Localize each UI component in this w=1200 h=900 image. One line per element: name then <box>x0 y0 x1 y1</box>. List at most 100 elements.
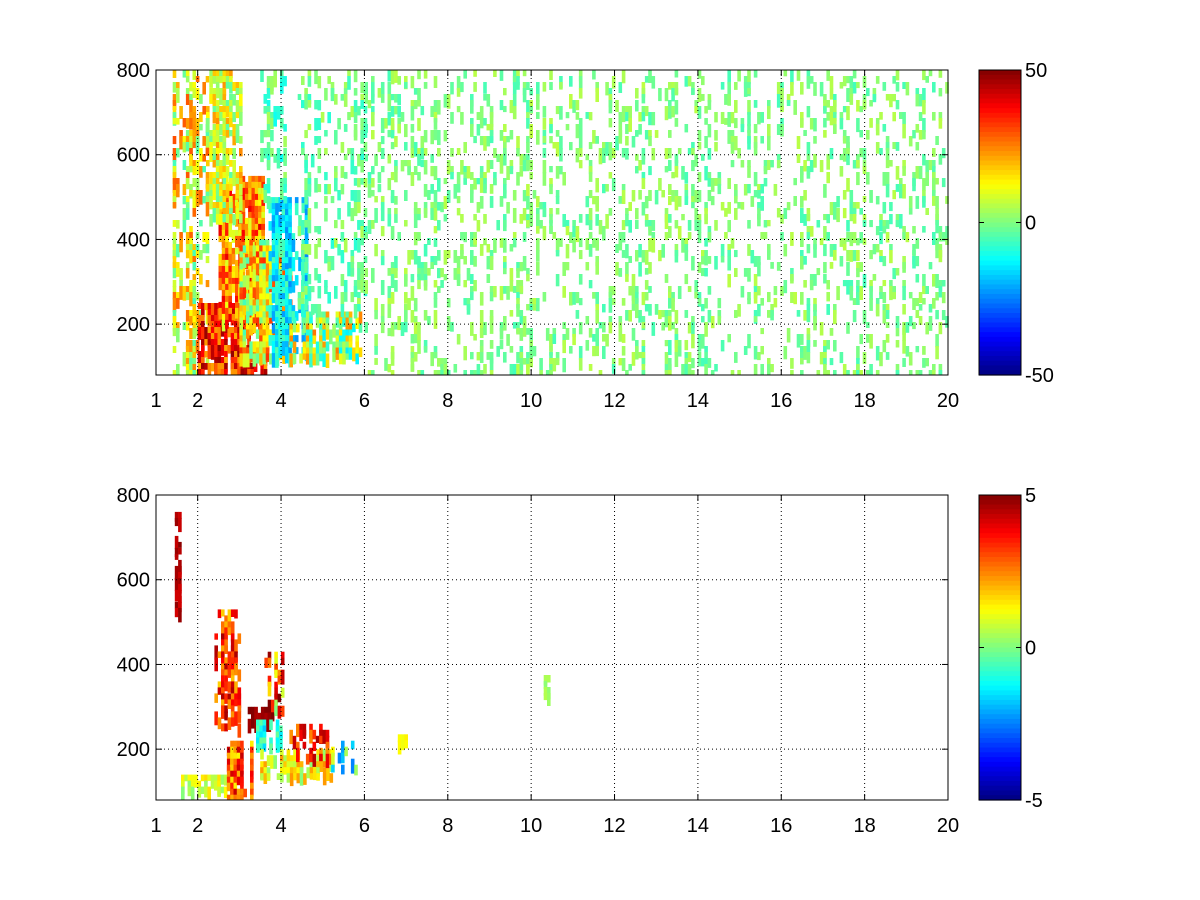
heatmap-cell <box>262 743 267 752</box>
heatmap-cell <box>317 274 322 283</box>
heatmap-cell <box>489 136 494 144</box>
heatmap-cell <box>826 154 830 161</box>
heatmap-cell <box>371 166 375 175</box>
heatmap-cell <box>473 280 477 292</box>
colorbar-swatch <box>979 270 1021 276</box>
heatmap-cell <box>621 358 626 371</box>
heatmap-cell <box>174 577 179 591</box>
heatmap-cell <box>239 196 243 203</box>
heatmap-cell <box>935 178 939 185</box>
heatmap-cell <box>446 370 451 378</box>
heatmap-cell <box>595 196 599 208</box>
heatmap-cell <box>569 142 573 151</box>
heatmap-cell <box>291 311 296 321</box>
heatmap-cell <box>826 340 830 350</box>
heatmap-cell <box>364 124 368 133</box>
heatmap-cell <box>178 595 182 608</box>
heatmap-cell <box>325 317 330 327</box>
heatmap-cell <box>350 106 355 118</box>
heatmap-cell <box>707 124 712 138</box>
heatmap-cell <box>317 76 322 89</box>
heatmap-cell <box>299 761 304 772</box>
heatmap-cell <box>313 767 317 781</box>
heatmap-cell <box>413 214 418 228</box>
heatmap-cell <box>235 235 239 248</box>
heatmap-cell <box>430 184 434 194</box>
heatmap-cell <box>255 257 260 265</box>
colorbar-swatch <box>979 70 1021 76</box>
heatmap-cell <box>885 172 890 186</box>
heatmap-cell <box>479 166 484 178</box>
heatmap-cell <box>273 106 277 115</box>
heatmap-cell <box>230 345 235 352</box>
heatmap-cell <box>674 118 679 127</box>
heatmap-cell <box>720 244 725 258</box>
heatmap-cell <box>618 112 623 125</box>
heatmap-cell <box>189 94 193 105</box>
heatmap-cell <box>417 268 421 278</box>
heatmap-cell <box>390 352 395 366</box>
heatmap-cell <box>430 208 434 220</box>
heatmap-cell <box>463 70 467 79</box>
heatmap-cell <box>763 220 768 228</box>
colorbar-swatch <box>979 308 1021 314</box>
heatmap-cell <box>932 190 936 199</box>
heatmap-cell <box>268 275 273 290</box>
heatmap-cell <box>710 178 715 192</box>
heatmap-cell <box>915 298 920 307</box>
heatmap-cell <box>224 615 228 624</box>
colorbar-swatch <box>979 604 1021 610</box>
heatmap-cell <box>908 292 913 299</box>
heatmap-cell <box>364 268 368 277</box>
heatmap-cell <box>260 369 264 378</box>
heatmap-cell <box>327 256 331 263</box>
heatmap-cell <box>575 226 580 235</box>
heatmap-cell <box>271 245 276 255</box>
heatmap-cell <box>483 184 487 194</box>
heatmap-cell <box>638 244 642 258</box>
heatmap-cell <box>255 347 260 360</box>
heatmap-cell <box>691 202 695 209</box>
heatmap-cell <box>641 106 646 115</box>
heatmap-cell <box>172 328 177 337</box>
heatmap-cell <box>757 202 761 210</box>
heatmap-cell <box>192 88 197 98</box>
heatmap-cell <box>246 293 250 301</box>
heatmap-cell <box>823 364 827 377</box>
heatmap-cell <box>493 286 497 298</box>
heatmap-cell <box>317 226 322 235</box>
heatmap-cell <box>578 250 583 260</box>
heatmap-cell <box>231 199 236 213</box>
heatmap-cell <box>195 292 200 301</box>
heatmap-cell <box>259 293 263 305</box>
heatmap-cell <box>595 82 599 92</box>
heatmap-cell <box>823 214 827 221</box>
heatmap-cell <box>246 269 250 280</box>
heatmap-cell <box>172 136 177 145</box>
heatmap-cell <box>309 341 313 350</box>
heatmap-cell <box>737 202 741 209</box>
heatmap-cell <box>285 317 289 324</box>
heatmap-cell <box>324 208 328 222</box>
heatmap-cell <box>232 94 236 106</box>
heatmap-cell <box>846 178 850 192</box>
colorbar-swatch <box>979 303 1021 309</box>
colorbar-swatch <box>979 98 1021 104</box>
heatmap-cell <box>578 88 583 99</box>
heatmap-cell <box>275 251 279 262</box>
heatmap-cell <box>555 250 560 257</box>
heatmap-cell <box>222 70 227 82</box>
heatmap-cell <box>423 244 428 257</box>
heatmap-cell <box>433 310 438 323</box>
heatmap-cell <box>470 100 474 114</box>
heatmap-cell <box>322 353 326 367</box>
heatmap-cell <box>204 339 208 346</box>
colorbar-swatch <box>979 160 1021 166</box>
heatmap-cell <box>242 341 247 353</box>
heatmap-cell <box>309 767 314 776</box>
heatmap-cell <box>241 199 246 208</box>
heatmap-cell <box>829 76 834 89</box>
heatmap-cell <box>230 669 235 676</box>
heatmap-cell <box>265 317 270 333</box>
heatmap-cell <box>813 274 817 286</box>
